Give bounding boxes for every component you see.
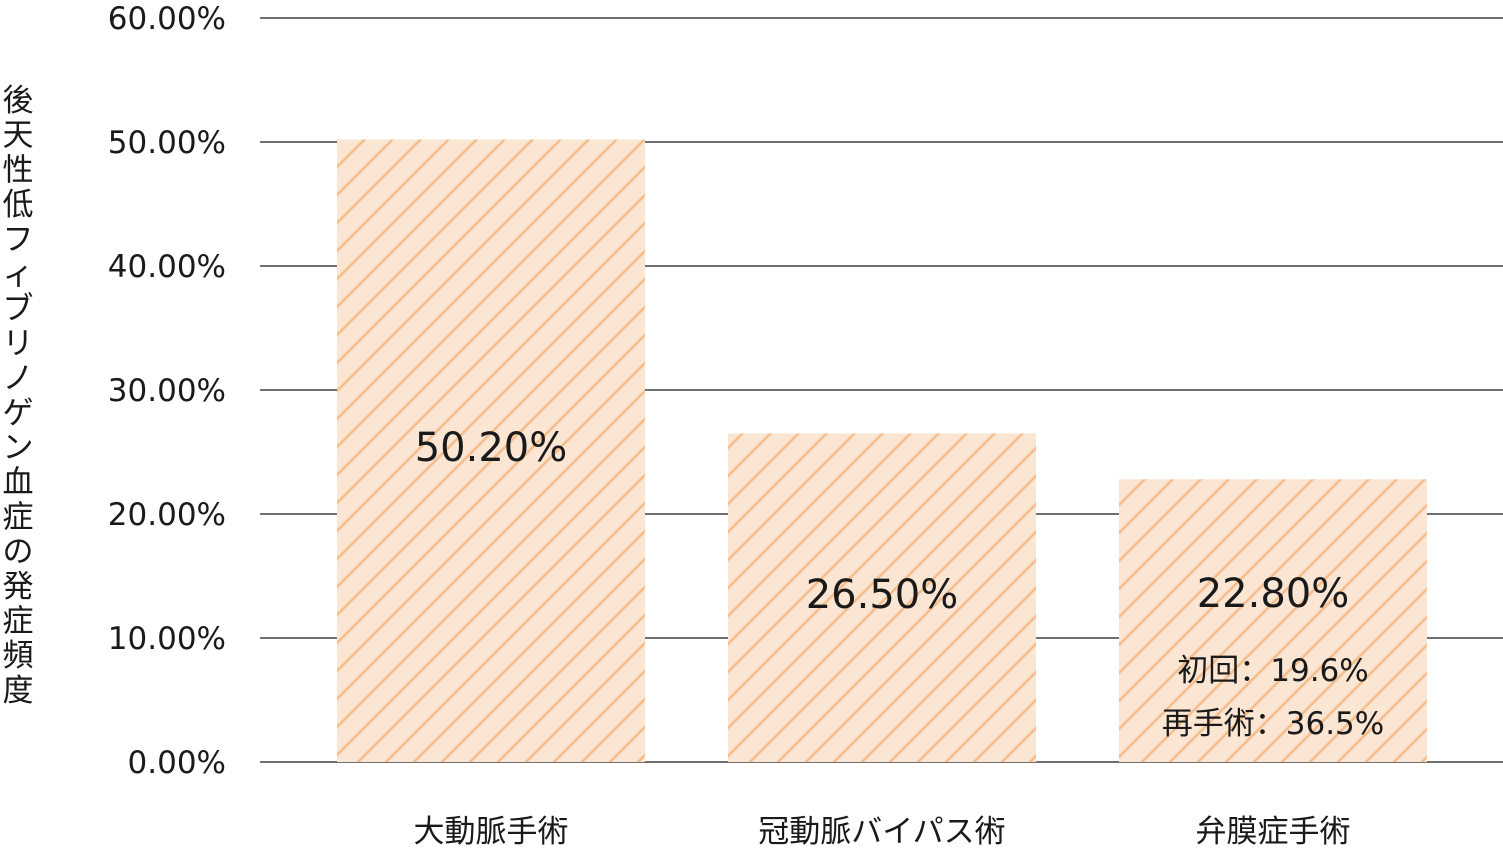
y-tick-label-2: 20.00% <box>108 497 226 533</box>
bar-1 <box>728 433 1036 762</box>
y-tick-label-4: 40.00% <box>108 249 226 285</box>
bar-2 <box>1119 479 1427 762</box>
y-tick-label-3: 30.00% <box>108 373 226 409</box>
annotation-0-line-1: 再手術：36.5% <box>1162 706 1384 742</box>
bar-0 <box>337 139 645 762</box>
value-label-1: 26.50% <box>806 572 959 618</box>
value-label-0: 50.20% <box>415 425 568 471</box>
x-tick-label-0: 大動脈手術 <box>414 814 569 849</box>
y-tick-label-5: 50.00% <box>108 125 226 161</box>
annotations: 初回：19.6% 再手術：36.5% <box>1162 653 1384 742</box>
y-axis-title: 後天性低フィブリノゲン血症の発症頻度 <box>3 83 34 709</box>
y-tick-label-6: 60.00% <box>108 1 226 37</box>
annotation-0-line-0: 初回：19.6% <box>1177 653 1368 689</box>
x-tick-label-1: 冠動脈バイパス術 <box>758 814 1005 849</box>
x-tick-labels: 大動脈手術 冠動脈バイパス術 弁膜症手術 <box>414 814 1351 849</box>
value-labels: 50.20% 26.50% 22.80% <box>415 425 1350 618</box>
y-tick-label-1: 10.00% <box>108 621 226 657</box>
y-tick-labels: 0.00% 10.00% 20.00% 30.00% 40.00% 50.00% 60.00… <box>108 1 226 781</box>
value-label-2: 22.80% <box>1197 571 1350 617</box>
y-axis-title-text: 後天性低フィブリノゲン血症の発症頻度 <box>3 83 34 709</box>
y-tick-label-0: 0.00% <box>128 745 226 781</box>
x-tick-label-2: 弁膜症手術 <box>1196 814 1351 849</box>
bars <box>337 139 1427 762</box>
